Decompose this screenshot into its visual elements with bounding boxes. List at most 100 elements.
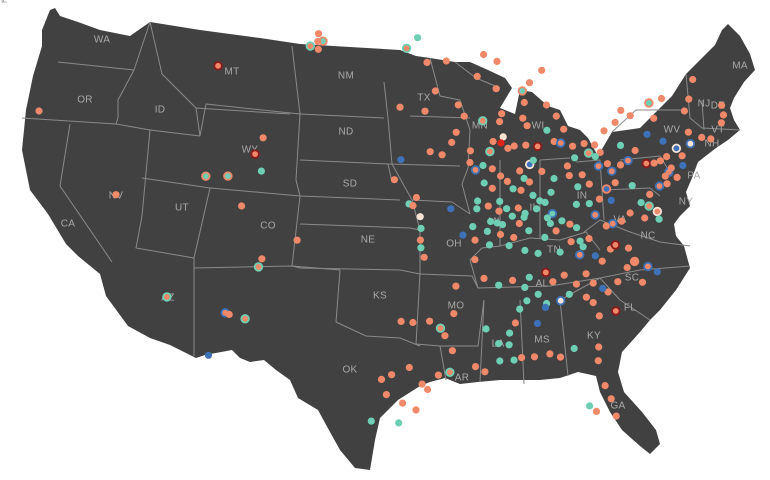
site-marker[interactable]	[377, 375, 386, 383]
site-marker[interactable]	[382, 391, 390, 399]
site-marker[interactable]	[314, 45, 322, 53]
site-marker[interactable]	[525, 178, 534, 186]
site-marker[interactable]	[678, 152, 686, 160]
site-marker[interactable]	[611, 118, 619, 126]
site-marker[interactable]	[574, 183, 582, 191]
site-marker[interactable]	[563, 162, 572, 170]
site-marker[interactable]	[659, 137, 667, 145]
site-marker[interactable]	[650, 159, 658, 167]
site-marker[interactable]	[637, 199, 645, 207]
site-marker[interactable]	[489, 137, 497, 146]
site-marker[interactable]	[418, 380, 426, 388]
site-marker[interactable]	[523, 297, 531, 305]
site-marker[interactable]	[399, 399, 407, 407]
site-marker[interactable]	[162, 292, 172, 302]
site-marker[interactable]	[533, 319, 542, 328]
site-marker[interactable]	[448, 347, 456, 355]
site-marker[interactable]	[405, 363, 413, 372]
site-marker[interactable]	[469, 223, 477, 231]
site-marker[interactable]	[560, 271, 568, 279]
site-marker[interactable]	[556, 296, 566, 306]
site-marker[interactable]	[590, 210, 600, 220]
site-marker[interactable]	[650, 114, 658, 122]
site-marker[interactable]	[416, 213, 424, 221]
site-marker[interactable]	[478, 116, 488, 126]
site-marker[interactable]	[586, 402, 594, 410]
site-marker[interactable]	[594, 357, 602, 365]
site-marker[interactable]	[505, 242, 513, 250]
site-marker[interactable]	[591, 153, 599, 161]
site-marker[interactable]	[717, 119, 726, 127]
site-marker[interactable]	[510, 356, 518, 364]
site-marker[interactable]	[509, 185, 517, 193]
site-marker[interactable]	[438, 151, 446, 159]
site-marker[interactable]	[521, 283, 529, 291]
site-marker[interactable]	[519, 114, 527, 122]
site-marker[interactable]	[570, 344, 578, 353]
site-marker[interactable]	[367, 417, 375, 425]
site-marker[interactable]	[447, 205, 455, 213]
site-marker[interactable]	[423, 58, 431, 66]
site-marker[interactable]	[520, 213, 528, 221]
site-marker[interactable]	[471, 236, 479, 244]
site-marker[interactable]	[673, 173, 681, 181]
site-marker[interactable]	[653, 268, 661, 276]
site-marker[interactable]	[514, 204, 522, 212]
site-marker[interactable]	[679, 161, 687, 170]
site-marker[interactable]	[441, 332, 449, 340]
site-marker[interactable]	[541, 198, 549, 206]
site-marker[interactable]	[488, 184, 496, 192]
site-marker[interactable]	[624, 244, 633, 252]
site-marker[interactable]	[580, 140, 588, 148]
site-marker[interactable]	[541, 303, 550, 311]
site-marker[interactable]	[483, 227, 491, 235]
site-marker[interactable]	[589, 279, 597, 287]
site-marker[interactable]	[569, 142, 577, 150]
site-marker[interactable]	[560, 125, 568, 133]
site-marker[interactable]	[565, 172, 573, 180]
site-marker[interactable]	[617, 106, 625, 114]
site-marker[interactable]	[552, 112, 560, 120]
site-marker[interactable]	[523, 122, 531, 130]
site-marker[interactable]	[578, 171, 586, 179]
site-marker[interactable]	[643, 130, 651, 138]
site-marker[interactable]	[503, 177, 511, 185]
site-marker[interactable]	[223, 171, 233, 181]
site-marker[interactable]	[671, 143, 682, 153]
site-marker[interactable]	[520, 174, 528, 182]
site-marker[interactable]	[517, 186, 525, 194]
site-marker[interactable]	[656, 157, 665, 165]
site-marker[interactable]	[517, 86, 527, 96]
site-marker[interactable]	[412, 193, 420, 202]
site-marker[interactable]	[534, 249, 542, 257]
site-marker[interactable]	[480, 179, 488, 187]
site-marker[interactable]	[538, 66, 546, 74]
site-marker[interactable]	[596, 148, 604, 156]
site-marker[interactable]	[522, 141, 530, 149]
site-marker[interactable]	[525, 79, 534, 87]
site-marker[interactable]	[654, 181, 665, 191]
site-marker[interactable]	[496, 118, 504, 126]
site-marker[interactable]	[240, 314, 250, 324]
site-marker[interactable]	[529, 191, 537, 199]
site-marker[interactable]	[213, 61, 223, 71]
site-marker[interactable]	[426, 148, 434, 156]
site-marker[interactable]	[556, 138, 566, 148]
site-marker[interactable]	[259, 134, 267, 142]
site-marker[interactable]	[667, 164, 675, 172]
site-marker[interactable]	[416, 236, 424, 244]
site-marker[interactable]	[35, 107, 43, 115]
site-marker[interactable]	[499, 133, 507, 141]
site-marker[interactable]	[600, 127, 608, 135]
site-marker[interactable]	[424, 385, 432, 394]
site-marker[interactable]	[450, 310, 458, 318]
site-marker[interactable]	[565, 290, 573, 298]
site-marker[interactable]	[585, 200, 593, 208]
site-marker[interactable]	[538, 167, 546, 175]
site-marker[interactable]	[618, 217, 626, 225]
site-marker[interactable]	[485, 146, 495, 157]
site-marker[interactable]	[616, 141, 625, 149]
site-marker[interactable]	[598, 257, 606, 265]
site-marker[interactable]	[641, 214, 649, 222]
site-marker[interactable]	[644, 201, 654, 211]
